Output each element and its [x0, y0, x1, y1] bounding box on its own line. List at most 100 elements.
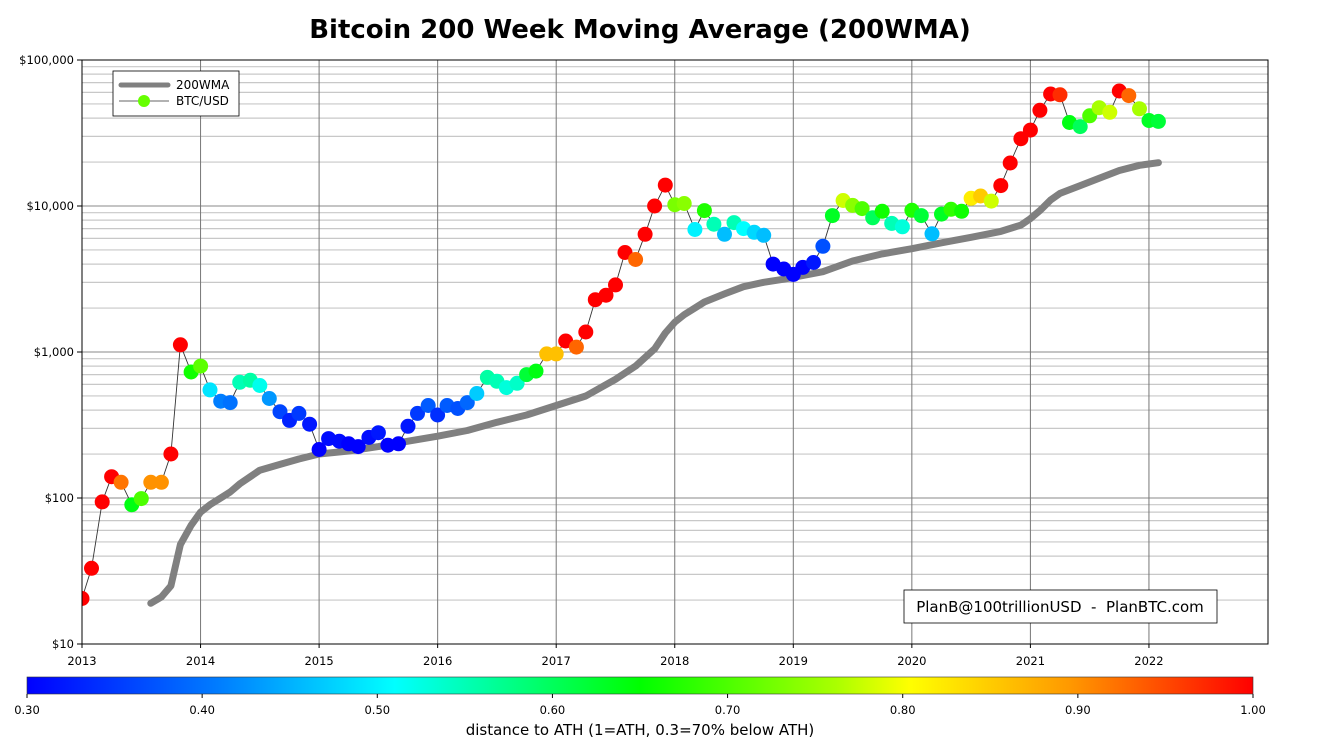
- btc-point: [1102, 104, 1118, 120]
- btc-point: [94, 494, 110, 510]
- btc-point: [350, 439, 366, 455]
- btc-point: [1121, 88, 1137, 104]
- colorbar-tick-label: 0.40: [189, 703, 215, 717]
- btc-point: [302, 416, 318, 432]
- annotation-box: [903, 589, 1218, 624]
- legend: 200WMA BTC/USD: [112, 70, 240, 117]
- btc-point: [578, 324, 594, 340]
- btc-point: [608, 277, 623, 293]
- btc-point: [143, 474, 159, 490]
- y-tick-label: $10: [52, 637, 74, 651]
- wma-series: [147, 159, 1162, 607]
- btc-point: [82, 591, 90, 606]
- btc-point: [153, 474, 169, 490]
- btc-point: [172, 337, 188, 353]
- btc-line: [82, 90, 1159, 599]
- btc-point: [163, 446, 179, 462]
- btc-point: [993, 178, 1009, 194]
- btc-point: [717, 226, 732, 242]
- colorbar-gradient: [26, 676, 1254, 695]
- btc-point: [193, 358, 209, 374]
- x-tick-label: 2021: [1016, 654, 1045, 668]
- btc-point: [84, 560, 99, 576]
- btc-point: [657, 177, 673, 193]
- annotation: PlanB@100trillionUSD - PlanBTC.com: [903, 589, 1218, 624]
- btc-point: [806, 255, 821, 270]
- x-tick-label: 2014: [186, 654, 215, 668]
- x-tick-label: 2022: [1134, 654, 1163, 668]
- btc-point: [1022, 122, 1038, 138]
- colorbar-tick-label: 0.50: [364, 703, 390, 717]
- btc-point: [430, 407, 446, 423]
- btc-point: [924, 226, 940, 242]
- btc-point: [617, 245, 633, 260]
- y-tick-label: $100,000: [19, 53, 74, 67]
- btc-point: [311, 442, 327, 457]
- btc-point: [1052, 87, 1068, 103]
- colorbar-tick-label: 0.90: [1065, 703, 1091, 717]
- btc-point: [272, 404, 288, 420]
- btc-point: [548, 346, 564, 362]
- legend-btc-marker: [138, 95, 150, 107]
- btc-series: [82, 83, 1166, 606]
- x-tick-label: 2019: [779, 654, 808, 668]
- btc-point: [815, 238, 831, 254]
- btc-point: [528, 363, 544, 379]
- btc-point: [1072, 119, 1088, 135]
- colorbar-label: distance to ATH (1=ATH, 0.3=70% below AT…: [466, 721, 815, 739]
- btc-point: [1002, 155, 1018, 171]
- btc-point: [696, 203, 712, 219]
- annotation-text: PlanB@100trillionUSD - PlanBTC.com: [916, 598, 1204, 616]
- btc-point: [676, 196, 692, 211]
- btc-point: [637, 226, 653, 242]
- btc-point: [854, 201, 870, 217]
- legend-wma-label: 200WMA: [176, 78, 230, 92]
- btc-point: [261, 391, 277, 406]
- btc-point: [913, 208, 929, 224]
- wma-line: [147, 159, 1162, 607]
- btc-point: [410, 405, 425, 421]
- legend-btc-label: BTC/USD: [176, 94, 229, 108]
- y-tick-label: $100: [45, 491, 74, 505]
- legend-box: [112, 70, 240, 117]
- colorbar-tick-label: 1.00: [1240, 703, 1266, 717]
- btc-point: [954, 203, 970, 219]
- x-axis: 2013 2014 2015 2016 2017 2018 2019 2020 2021 2022: [67, 644, 1164, 668]
- btc-point: [202, 382, 218, 398]
- btc-point: [133, 491, 149, 507]
- btc-point: [469, 386, 485, 401]
- btc-point: [391, 436, 406, 452]
- colorbar-ticks: 0.30 0.40 0.50 0.60 0.70 0.80 0.90 1.00: [14, 694, 1266, 717]
- x-tick-label: 2013: [67, 654, 96, 668]
- btc-point: [291, 405, 307, 421]
- btc-point: [1013, 131, 1029, 147]
- btc-point: [509, 375, 525, 391]
- btc-point: [420, 398, 436, 413]
- y-tick-label: $1,000: [34, 345, 74, 359]
- btc-point: [1132, 101, 1147, 117]
- btc-point: [370, 425, 386, 441]
- colorbar-tick-label: 0.70: [715, 703, 741, 717]
- btc-point: [1150, 113, 1166, 129]
- colorbar-tick-label: 0.30: [14, 703, 40, 717]
- btc-point: [400, 418, 416, 434]
- btc-point: [874, 203, 890, 219]
- btc-point: [1032, 102, 1048, 118]
- x-tick-label: 2015: [304, 654, 333, 668]
- btc-point: [628, 252, 644, 267]
- y-axis: $10 $100 $1,000 $10,000 $100,000: [19, 53, 82, 651]
- colorbar: 0.30 0.40 0.50 0.60 0.70 0.80 0.90 1.00 distanc…: [14, 676, 1266, 739]
- colorbar-tick-label: 0.60: [540, 703, 566, 717]
- btc-point: [459, 395, 475, 411]
- x-tick-label: 2016: [423, 654, 452, 668]
- y-tick-label: $10,000: [26, 199, 74, 213]
- x-tick-label: 2018: [660, 654, 689, 668]
- btc-point: [252, 378, 268, 393]
- btc-point: [983, 193, 999, 209]
- btc-point: [113, 474, 129, 490]
- btc-point: [894, 219, 910, 235]
- btc-point: [824, 208, 840, 224]
- x-tick-label: 2020: [897, 654, 926, 668]
- btc-point: [647, 198, 663, 214]
